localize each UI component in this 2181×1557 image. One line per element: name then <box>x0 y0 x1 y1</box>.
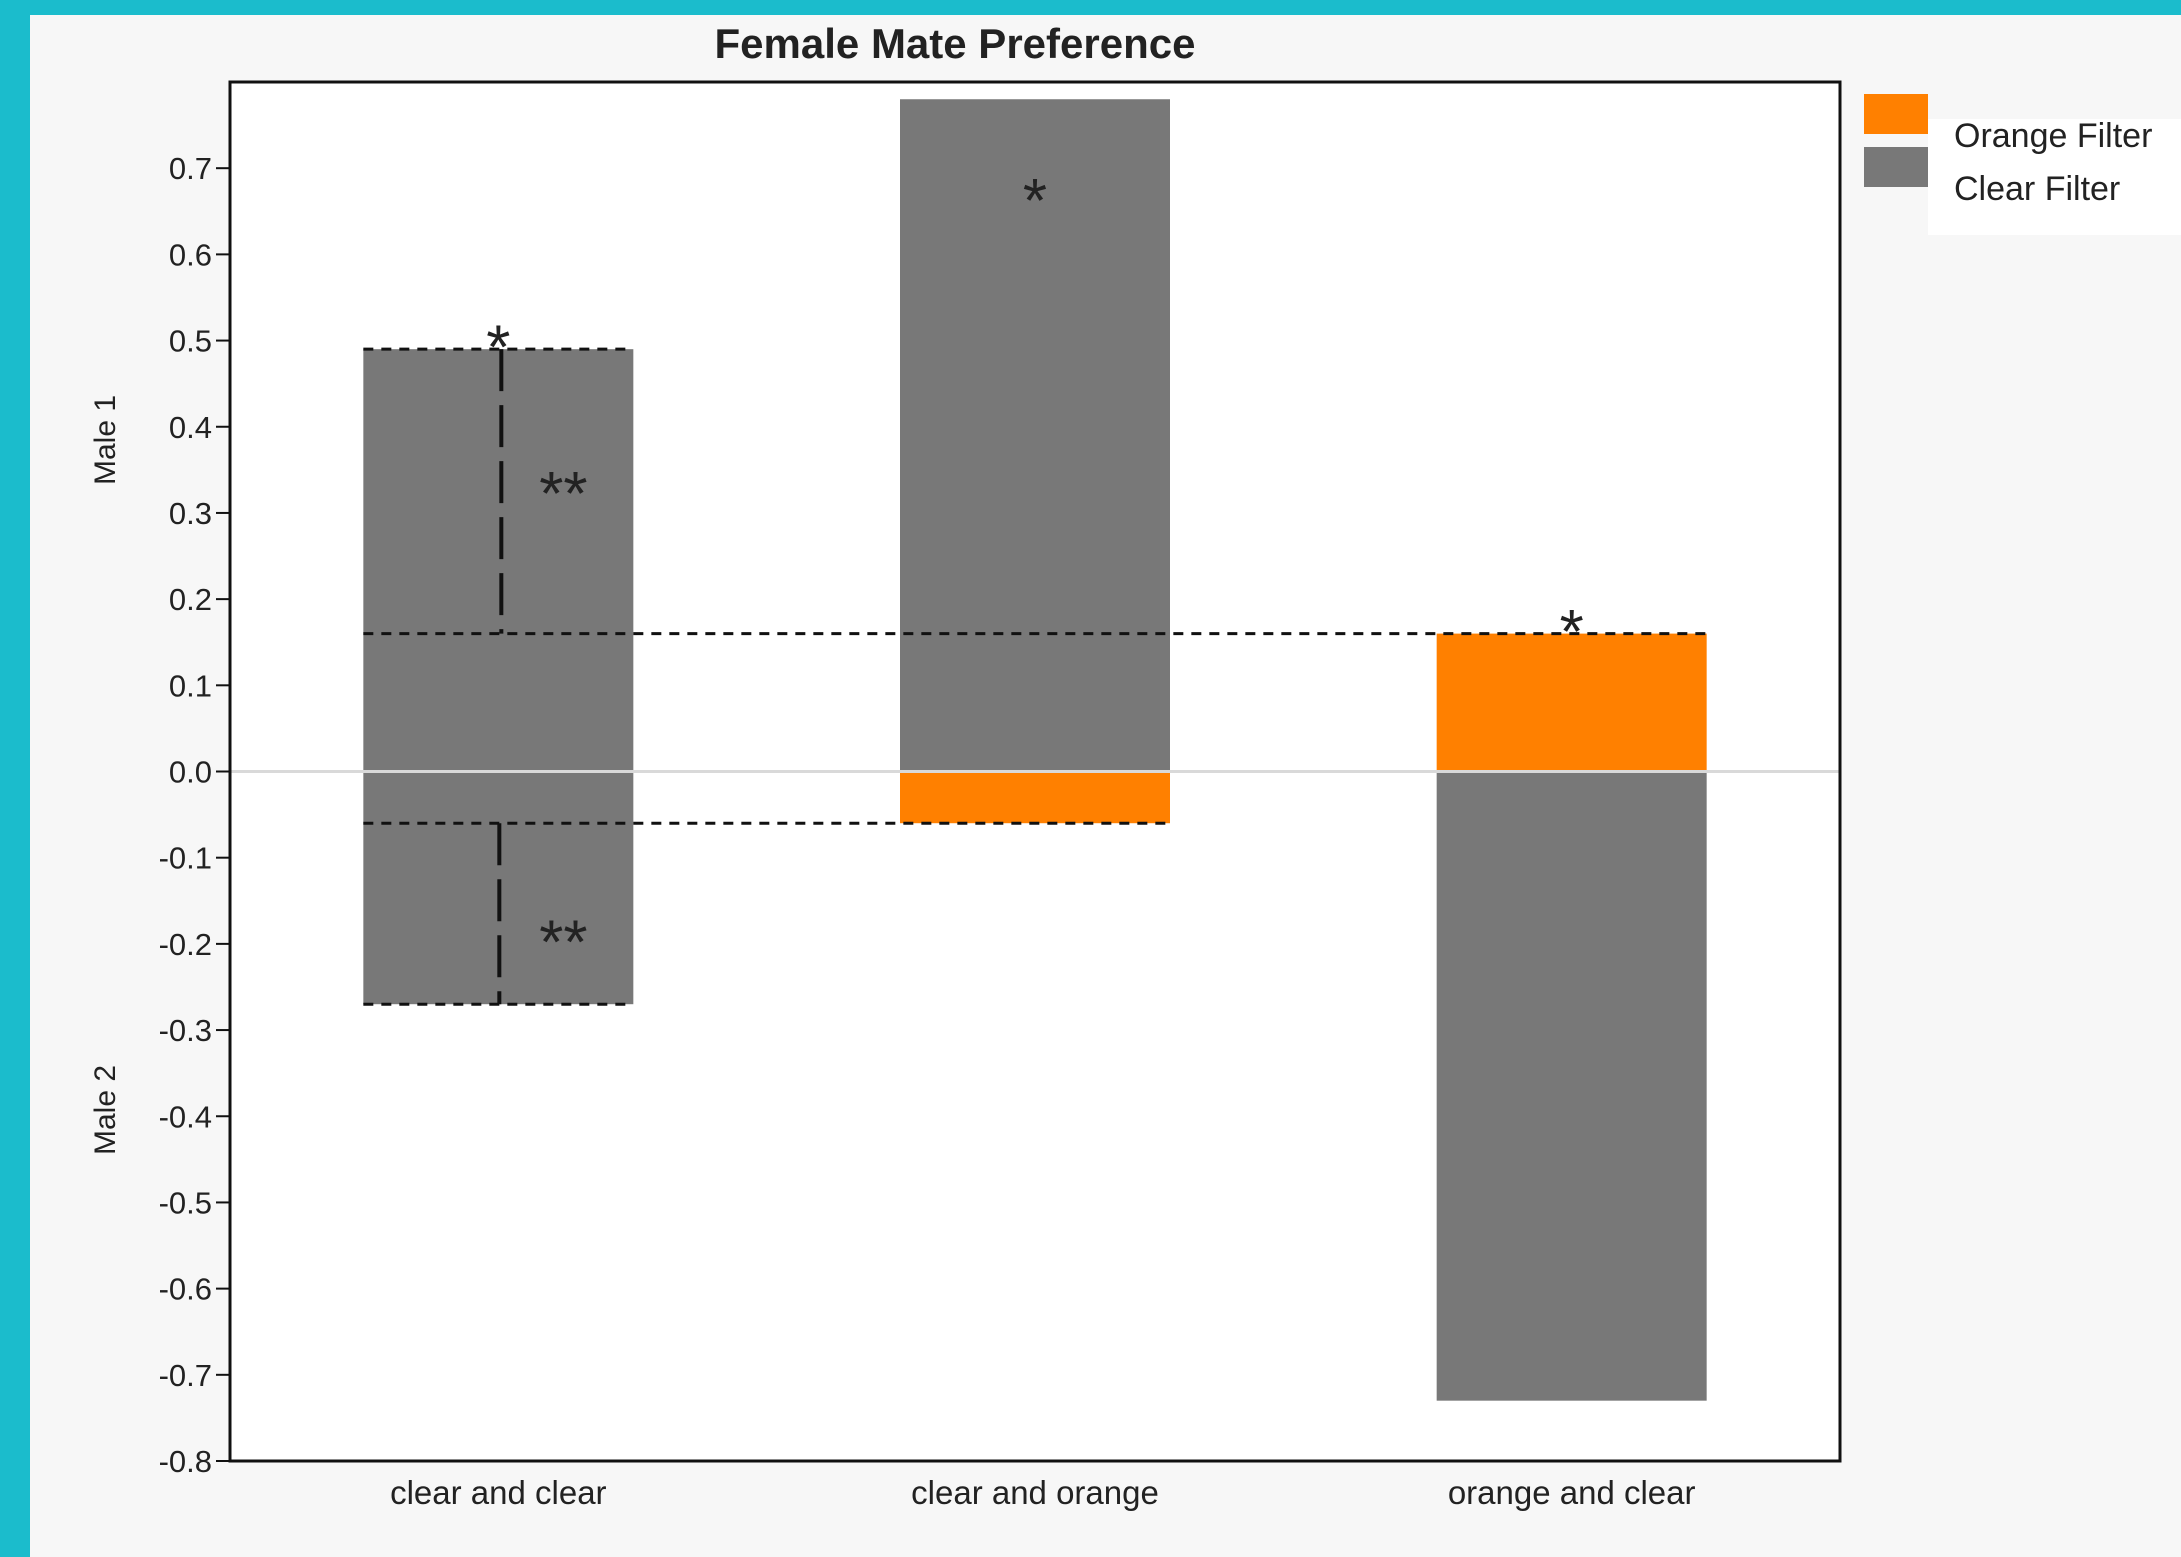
x-tick-label: clear and orange <box>911 1474 1159 1511</box>
y-tick-label: -0.1 <box>159 841 212 876</box>
chart-panel: Female Mate Preference * ** ** * * 0.7 0.6 0.5… <box>30 15 2181 1557</box>
y-tick-label: 0.1 <box>169 668 212 703</box>
y-tick-label: 0.6 <box>169 237 212 272</box>
y-tick-label: -0.7 <box>159 1358 212 1393</box>
legend-swatch-2 <box>1864 147 1928 187</box>
legend-box <box>1928 119 2181 235</box>
reference-lines-layer <box>363 347 1707 1006</box>
side-label-male-1: Male 1 <box>89 395 122 485</box>
significance-marker-5: * <box>1560 598 1584 667</box>
y-tick-label: -0.5 <box>159 1185 212 1220</box>
bar-male2-3 <box>1436 771 1707 1401</box>
plot-frame <box>228 80 1842 1463</box>
y-tick-label: -0.3 <box>159 1013 212 1048</box>
bar-male1-3 <box>1436 633 1707 772</box>
significance-marker-2: ** <box>539 460 587 529</box>
significance-marker-3: ** <box>539 908 587 977</box>
legend: Orange Filter Clear Filter <box>1864 94 2181 235</box>
y-tick-label: 0.5 <box>169 324 212 359</box>
bars-layer <box>230 99 1840 1401</box>
chart-title: Female Mate Preference <box>715 20 1196 67</box>
significance-marker-1: * <box>486 314 510 383</box>
axes-layer: 0.7 0.6 0.5 0.4 0.3 0.2 0.1 0.0 -0.1 -0.2 -0.3 -0.4… <box>159 151 1696 1511</box>
side-label-male-2: Male 2 <box>89 1065 122 1155</box>
annotations-layer: ******* <box>486 167 1583 977</box>
y-tick-label: 0.7 <box>169 151 212 186</box>
bar-male1-2 <box>900 99 1170 772</box>
legend-swatch-1 <box>1864 94 1928 134</box>
y-tick-label: 0.3 <box>169 496 212 531</box>
x-tick-label: orange and clear <box>1448 1474 1696 1511</box>
y-tick-label: -0.6 <box>159 1272 212 1307</box>
y-tick-label: 0.4 <box>169 410 212 445</box>
bar-male1-1 <box>363 349 634 772</box>
x-tick-label: clear and clear <box>390 1474 606 1511</box>
bar-male2-2 <box>900 771 1170 824</box>
legend-label-1: Orange Filter <box>1954 117 2152 155</box>
y-tick-label: 0.0 <box>169 755 212 790</box>
legend-label-2: Clear Filter <box>1954 170 2120 208</box>
significance-marker-4: * <box>1023 167 1047 236</box>
y-tick-label: -0.4 <box>159 1099 212 1134</box>
y-tick-label: -0.2 <box>159 927 212 962</box>
y-tick-label: 0.2 <box>169 582 212 617</box>
y-tick-label: -0.8 <box>159 1444 212 1479</box>
bar-chart: Female Mate Preference ******* 0.70.60.5… <box>89 20 2181 1511</box>
